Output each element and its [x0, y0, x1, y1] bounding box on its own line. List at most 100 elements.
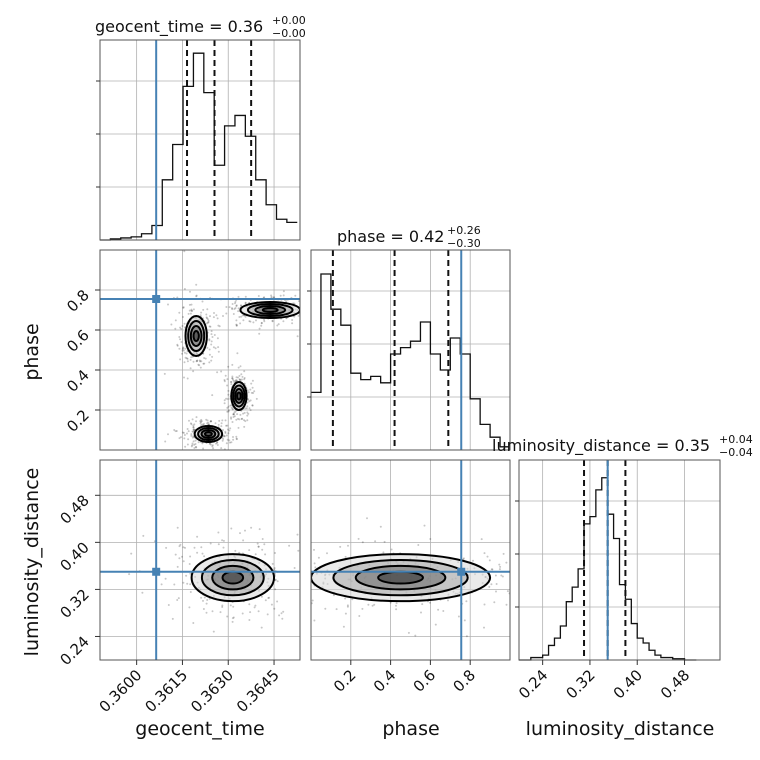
sample-point [358, 615, 361, 617]
xtick-label-luminosity-distance-0: 0.24 [515, 666, 551, 702]
contour-geocent-time-vs-phase-0-0 [184, 315, 208, 357]
sample-point [465, 635, 468, 638]
sample-point [197, 363, 200, 366]
sample-point [205, 602, 208, 605]
sample-point [235, 304, 238, 307]
sample-point [319, 621, 321, 623]
ytick-label-luminosity-distance-2: 0.40 [56, 538, 92, 574]
contour-geocent-time-vs-phase-1-1 [232, 384, 246, 408]
sample-point [201, 442, 204, 445]
title-phase-lower: −0.30 [447, 237, 481, 250]
sample-point [206, 346, 209, 349]
sample-point [347, 544, 349, 547]
sample-point [200, 546, 203, 549]
sample-point [182, 581, 185, 584]
sample-point [178, 336, 181, 338]
sample-point [183, 322, 186, 325]
sample-point [186, 582, 189, 585]
sample-point [207, 321, 210, 324]
sample-point [223, 380, 226, 383]
contour-phase-vs-luminosity-distance-0-2 [354, 564, 447, 591]
sample-point [271, 320, 274, 323]
sample-point [230, 381, 233, 383]
sample-point [237, 307, 240, 310]
sample-point [313, 316, 315, 318]
sample-point [173, 429, 176, 431]
sample-point [191, 442, 194, 445]
sample-point [505, 561, 508, 564]
xlabel-luminosity-distance: luminosity_distance [526, 718, 715, 740]
sample-point [189, 572, 192, 575]
sample-point [490, 568, 493, 571]
sample-point [239, 378, 241, 381]
sample-point [191, 310, 194, 312]
sample-point [141, 591, 144, 594]
xtick-label-phase-3: 0.8 [449, 666, 479, 696]
sample-point [260, 322, 263, 325]
contour-geocent-time-vs-phase-3-1 [246, 303, 294, 317]
sample-point [224, 374, 227, 377]
sample-point [249, 409, 252, 412]
sample-point [246, 389, 249, 392]
sample-point [371, 604, 374, 607]
sample-point [465, 600, 468, 603]
sample-point [234, 549, 237, 552]
sample-point [203, 596, 206, 599]
sample-point [276, 582, 278, 584]
sample-point [241, 612, 244, 615]
sample-point [244, 407, 247, 410]
ylabel-phase: phase [21, 323, 43, 380]
ylabel-luminosity-distance: luminosity_distance [21, 468, 43, 657]
xtick-label-geocent-time-1: 0.3615 [141, 666, 191, 716]
sample-point [202, 599, 204, 602]
sample-point [745, 557, 747, 559]
sample-point [501, 575, 504, 578]
sample-point [242, 539, 245, 542]
sample-point [199, 366, 202, 369]
sample-point [187, 438, 190, 441]
sample-point [233, 413, 235, 416]
sample-point [189, 367, 192, 370]
sample-point [558, 591, 560, 593]
sample-point [235, 437, 238, 440]
sample-point [293, 567, 296, 569]
sample-point [193, 447, 196, 449]
sample-point [179, 326, 182, 329]
sample-point [248, 619, 251, 621]
sample-point [218, 419, 221, 422]
sample-point [180, 327, 183, 330]
sample-point [206, 422, 209, 425]
sample-point [483, 626, 485, 629]
sample-point [222, 438, 225, 440]
sample-point [306, 305, 308, 307]
contour-geocent-time-vs-phase-0-1 [187, 320, 206, 352]
sample-point [205, 418, 208, 421]
density-layer [100, 250, 747, 660]
sample-point [312, 306, 314, 308]
sample-point [167, 433, 169, 436]
sample-point [263, 296, 266, 299]
sample-point [582, 588, 584, 590]
sample-point [217, 423, 220, 426]
sample-point [592, 546, 594, 548]
ytick-label-luminosity-distance-0: 0.24 [56, 633, 92, 669]
sample-point [494, 574, 497, 577]
sample-point [192, 424, 195, 427]
sample-point [270, 603, 273, 606]
sample-point [346, 604, 349, 607]
sample-point [225, 434, 228, 437]
ytick-label-phase-0: 0.2 [63, 406, 93, 436]
contour-geocent-time-vs-phase-2-0 [193, 425, 224, 443]
sample-point [282, 610, 285, 613]
sample-point [414, 634, 417, 637]
sample-point [208, 423, 210, 426]
sample-point [195, 446, 198, 449]
sample-point [209, 443, 212, 446]
sample-point [178, 545, 181, 548]
sample-point [229, 381, 232, 383]
contour-geocent-time-vs-phase-1-2 [234, 388, 244, 404]
sample-point [207, 318, 209, 321]
sample-point [233, 308, 236, 310]
sample-point [193, 546, 196, 549]
xtick-label-phase-0: 0.2 [330, 666, 360, 696]
